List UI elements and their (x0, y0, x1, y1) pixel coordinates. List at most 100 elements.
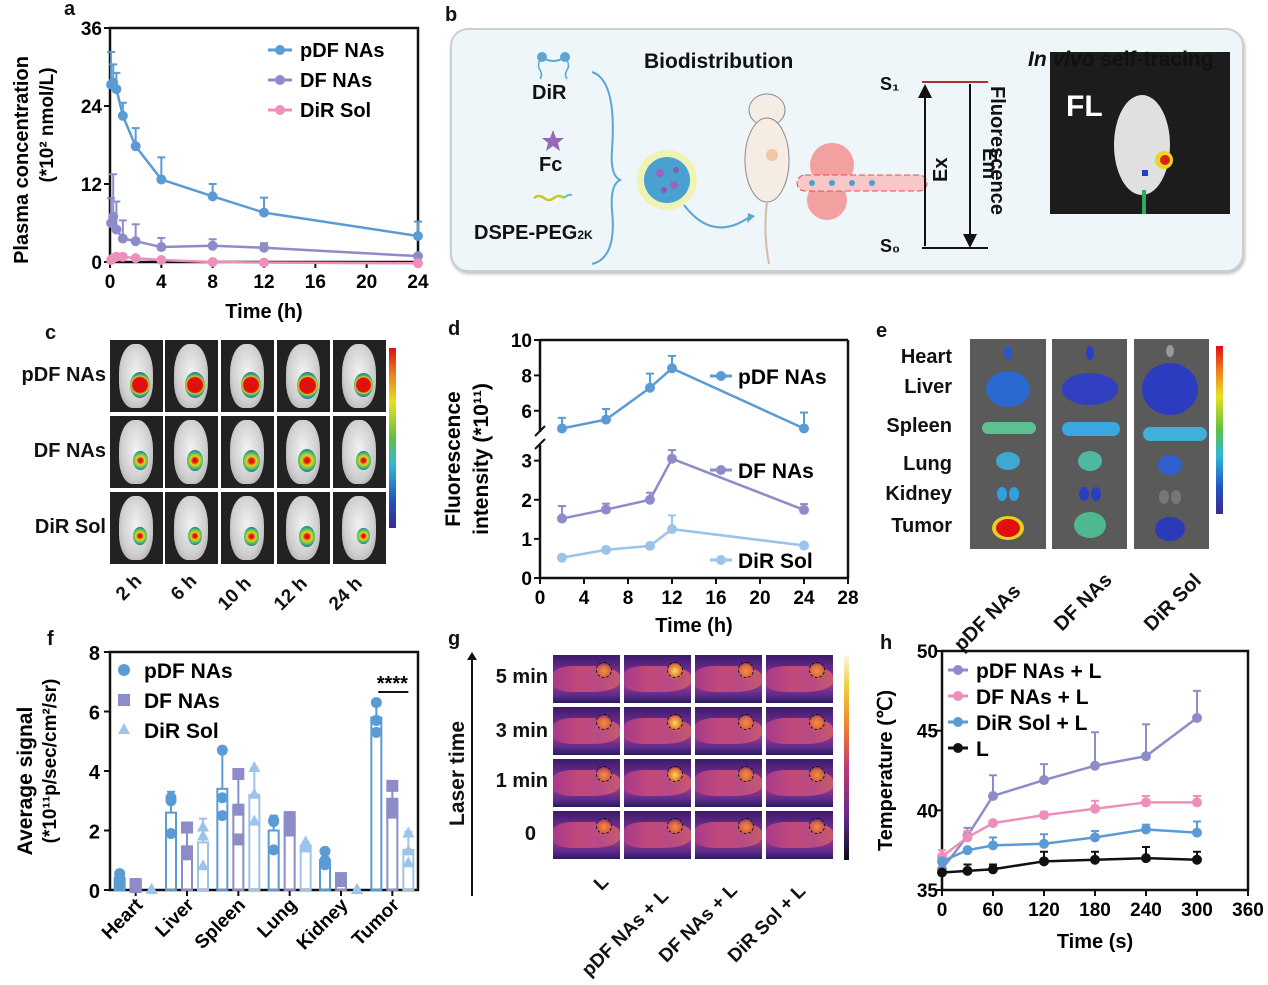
data-point (413, 231, 423, 241)
data-point (1192, 827, 1202, 838)
col-label-2h: 2 h (112, 570, 147, 605)
panel-label-a: a (64, 0, 76, 20)
data-point (165, 827, 177, 839)
data-point (937, 867, 947, 878)
chart-h-temperature: 0 60 120 180 240 300 360 35 40 45 50 Time (s) Temper… (875, 642, 1264, 953)
organ-label-kidney: Kidney (885, 483, 952, 505)
row-label-pdf: pDF NAs (21, 364, 106, 386)
x-tick-label: Spleen (191, 895, 250, 954)
x-axis-label: Time (s) (1057, 931, 1133, 953)
x-tick-label: 8 (207, 272, 218, 293)
data-point (181, 845, 193, 858)
group-label-df: DF NAs (1050, 568, 1117, 636)
x-tick-label: 28 (837, 588, 858, 609)
data-point (1090, 832, 1100, 843)
self-tracing-title: In vivo self-tracing (1028, 48, 1214, 72)
legend-label: DF NAs (144, 690, 220, 713)
tumor-signal (296, 371, 318, 399)
chart-f-average-signal: 0 2 4 6 8 Average signal (*10¹¹p/sec/cm²/sr) He… (14, 643, 420, 954)
thermal-image-tile (766, 811, 833, 859)
mouse-image-tile (277, 416, 330, 488)
col-label-6h: 6 h (167, 570, 202, 605)
series-line-2 (941, 828, 1198, 863)
mouse-image-tile (110, 340, 163, 412)
tumor-signal (243, 526, 259, 546)
legend-marker (118, 664, 130, 676)
data-point (402, 826, 415, 838)
legend-marker (275, 75, 285, 85)
data-point (667, 524, 677, 535)
x-tick-label: 16 (305, 272, 326, 293)
organ-label-heart: Heart (900, 346, 952, 368)
tumor-signal (299, 526, 315, 547)
y-tick-label: 2 (89, 822, 100, 844)
legend-marker (953, 691, 963, 701)
data-point (207, 240, 218, 251)
tumor-roi-circle (667, 818, 683, 834)
data-point (1141, 797, 1151, 808)
data-point (557, 552, 567, 563)
tumor-signal (355, 450, 371, 470)
y-tick-label: 0 (89, 881, 100, 903)
data-point (413, 251, 423, 262)
component-dir-label: DiR (532, 82, 567, 104)
tumor-roi-circle (738, 818, 754, 834)
laser-time-arrow-icon (467, 652, 477, 660)
g-row-5min: 5 min (495, 666, 548, 688)
bar (232, 805, 245, 891)
mouse-image-tile (165, 492, 218, 564)
organ-label-lung: Lung (903, 453, 952, 475)
tumor-roi-circle (596, 818, 612, 834)
data-point (335, 872, 347, 885)
nanoparticle-icon (637, 150, 697, 210)
thermal-image-tile (553, 811, 620, 859)
legend-marker (275, 105, 285, 115)
data-point (370, 726, 382, 738)
y-tick-label: 35 (917, 881, 939, 902)
col-label-24h: 24 h (325, 573, 367, 615)
legend-label: DiR Sol (300, 100, 371, 122)
thermal-image-tile (553, 707, 620, 755)
organ-heatmaps (982, 345, 1207, 541)
data-point (1039, 838, 1049, 849)
data-point (197, 829, 209, 841)
thermal-image-tile (553, 759, 620, 807)
x-tick-label: 24 (407, 272, 429, 293)
fluorescence-label: Fluorescence (986, 86, 1008, 215)
data-point (351, 883, 363, 894)
bar (267, 829, 280, 891)
self-tracing-text: self-tracing (1094, 48, 1214, 71)
group-label-dir: DiR Sol (1140, 569, 1206, 636)
data-point (988, 864, 998, 875)
data-point (937, 856, 947, 867)
panel-label-h: h (880, 632, 893, 654)
data-point (156, 242, 167, 253)
data-point (1141, 853, 1151, 864)
data-point (667, 363, 677, 374)
data-point (130, 253, 141, 264)
tumor-signal (188, 527, 202, 546)
data-point (988, 790, 998, 801)
x-tick-label: 180 (1079, 900, 1111, 921)
data-point (259, 257, 269, 268)
data-point (216, 744, 228, 756)
panel-label-e: e (876, 320, 888, 342)
y-tick-label: 2 (521, 491, 532, 512)
data-point (248, 761, 261, 773)
data-point (165, 792, 177, 804)
x-tick-label: Tumor (348, 894, 404, 950)
data-point (130, 236, 141, 247)
data-point (156, 255, 167, 266)
fc-star-icon (542, 130, 564, 151)
mouse-image-tile (333, 416, 386, 488)
biodistribution-title: Biodistribution (644, 50, 794, 73)
tumor-signal (298, 449, 316, 473)
data-point (413, 258, 423, 269)
mouse-image-tile (277, 340, 330, 412)
data-point (1090, 760, 1100, 771)
data-point (117, 233, 128, 244)
x-axis-label: Time (h) (655, 615, 732, 637)
data-point (111, 224, 122, 235)
legend-marker (953, 665, 963, 675)
